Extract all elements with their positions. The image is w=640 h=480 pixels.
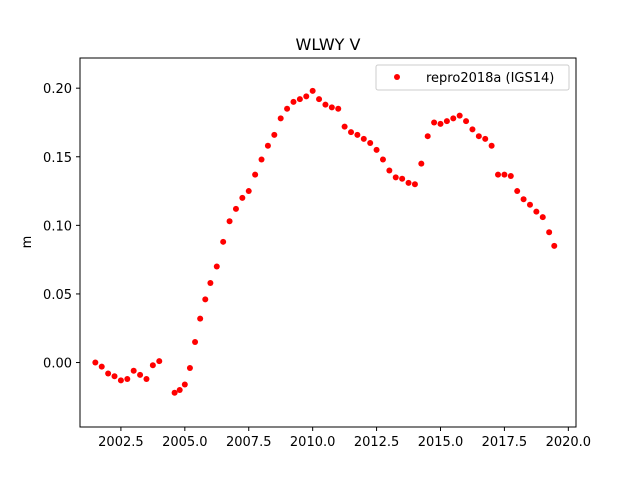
data-point	[546, 229, 553, 236]
data-point	[456, 112, 463, 119]
data-point	[533, 208, 540, 215]
data-point	[220, 238, 227, 245]
data-point	[143, 375, 150, 382]
data-point	[137, 371, 144, 378]
data-point	[373, 146, 380, 153]
data-point	[514, 188, 521, 195]
data-point	[290, 98, 297, 105]
data-point	[526, 201, 533, 208]
data-point	[197, 315, 204, 322]
data-point	[271, 131, 278, 138]
data-point	[520, 196, 527, 203]
data-point	[341, 123, 348, 130]
data-point	[418, 160, 425, 167]
y-tick-label: 0.00	[43, 357, 72, 372]
data-point	[117, 377, 124, 384]
data-point	[367, 140, 374, 147]
legend-box	[375, 64, 570, 91]
x-tick-label: 2015.0	[418, 435, 464, 450]
data-point	[202, 296, 209, 303]
data-point	[258, 156, 265, 163]
legend-marker	[394, 74, 400, 80]
data-point	[495, 171, 502, 178]
data-point	[130, 367, 137, 374]
data-point	[156, 358, 163, 365]
data-point	[92, 359, 99, 366]
x-tick-label: 2005.0	[162, 435, 208, 450]
data-point	[437, 120, 444, 127]
x-tick-label: 2002.5	[98, 435, 144, 450]
data-point	[124, 375, 131, 382]
data-point	[488, 142, 495, 149]
data-point	[207, 279, 214, 286]
data-point	[379, 156, 386, 163]
data-point	[232, 205, 239, 212]
x-axis: 2002.5 2005.0 2007.5 2010.0 2012.5 2015.0 2017…	[98, 427, 591, 450]
data-point	[171, 389, 178, 396]
data-point	[450, 115, 457, 122]
data-point	[348, 129, 355, 136]
data-point	[284, 105, 291, 112]
y-tick-label: 0.20	[43, 82, 72, 97]
data-point	[176, 386, 183, 393]
data-point	[303, 93, 310, 100]
data-point	[277, 115, 284, 122]
data-point	[181, 381, 188, 388]
data-point	[264, 142, 271, 149]
axes-frame	[79, 57, 577, 428]
data-point	[213, 263, 220, 270]
data-point	[226, 218, 233, 225]
x-tick-label: 2020.0	[546, 435, 592, 450]
legend: repro2018a (IGS14)	[375, 64, 570, 91]
data-point	[360, 135, 367, 142]
data-point	[386, 167, 393, 174]
data-point	[392, 174, 399, 181]
data-point	[335, 105, 342, 112]
data-point	[443, 118, 450, 125]
data-point	[475, 133, 482, 140]
y-axis-label: m	[20, 236, 35, 249]
data-point	[322, 101, 329, 108]
data-point	[501, 171, 508, 178]
data-point	[424, 133, 431, 140]
y-tick-label: 0.10	[43, 219, 72, 234]
legend-label: repro2018a (IGS14)	[426, 71, 554, 86]
data-point	[192, 338, 199, 345]
data-point	[98, 363, 105, 370]
data-point	[431, 119, 438, 126]
y-tick-label: 0.05	[43, 288, 72, 303]
data-point	[105, 370, 112, 377]
data-point	[316, 96, 323, 103]
data-point	[551, 242, 558, 249]
data-point	[149, 362, 156, 369]
data-point	[111, 373, 118, 380]
data-point	[463, 118, 470, 125]
y-axis: 0.00 0.05 0.10 0.15 0.20	[43, 82, 80, 372]
data-point	[296, 96, 303, 103]
x-tick-label: 2012.5	[354, 435, 400, 450]
data-point	[309, 87, 316, 94]
data-points	[92, 87, 558, 396]
data-point	[328, 104, 335, 111]
data-point	[186, 365, 193, 372]
x-tick-label: 2007.5	[226, 435, 272, 450]
chart-title: WLWY V	[296, 35, 361, 54]
data-point	[507, 172, 514, 179]
data-point	[252, 171, 259, 178]
plot-area	[79, 57, 577, 428]
data-point	[354, 131, 361, 138]
x-tick-label: 2010.0	[290, 435, 336, 450]
data-point	[399, 175, 406, 182]
data-point	[469, 126, 476, 133]
data-point	[482, 135, 489, 142]
data-point	[539, 214, 546, 221]
x-tick-label: 2017.5	[482, 435, 528, 450]
data-point	[245, 188, 252, 195]
data-point	[405, 179, 412, 186]
y-tick-label: 0.15	[43, 151, 72, 166]
data-point	[239, 194, 246, 201]
data-point	[411, 181, 418, 188]
